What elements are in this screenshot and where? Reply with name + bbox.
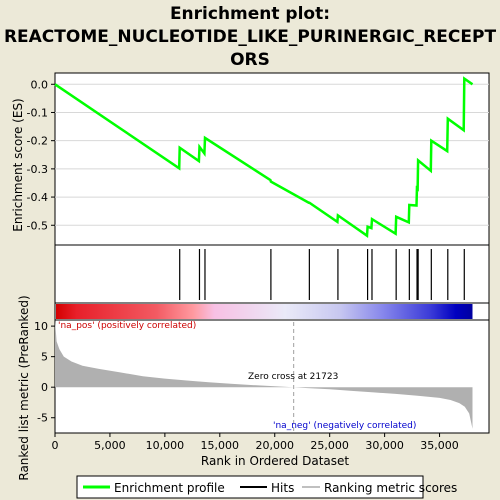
es-y-tick-label: -0.1 xyxy=(27,106,48,119)
x-axis-label: Rank in Ordered Dataset xyxy=(201,454,349,468)
x-tick-label: 30,000 xyxy=(365,439,404,452)
x-tick-label: 10,000 xyxy=(146,439,185,452)
x-tick-label: 15,000 xyxy=(201,439,240,452)
chart-title-line-1: Enrichment plot: xyxy=(170,4,330,24)
metric-y-axis-label: Ranked list metric (PreRanked) xyxy=(17,295,31,480)
chart-title-line-3: ORS xyxy=(230,50,270,70)
es-panel xyxy=(54,72,490,246)
metric-y-tick-label: 5 xyxy=(41,351,48,364)
zero-cross-label: Zero cross at 21723 xyxy=(248,372,338,382)
legend-enrichment-label: Enrichment profile xyxy=(114,481,225,495)
metric-y-tick-label: 0 xyxy=(41,381,48,394)
es-y-tick-label: -0.3 xyxy=(27,163,48,176)
es-y-ticks: 0.0 -0.1 -0.2 -0.3 -0.4 -0.5 xyxy=(27,78,55,232)
legend-metric-label: Ranking metric scores xyxy=(324,481,457,495)
es-y-axis-label: Enrichment score (ES) xyxy=(11,98,25,231)
es-gridlines xyxy=(55,83,489,226)
es-y-tick-label: -0.2 xyxy=(27,135,48,148)
es-y-tick-label: -0.4 xyxy=(27,191,48,204)
x-tick-label: 20,000 xyxy=(255,439,294,452)
hits-panel xyxy=(54,244,490,304)
x-tick-label: 5,000 xyxy=(94,439,126,452)
es-y-tick-label: 0.0 xyxy=(31,78,49,91)
legend-hits-label: Hits xyxy=(271,481,294,495)
rank-heat-bar xyxy=(56,304,473,319)
x-tick-label: 35,000 xyxy=(420,439,459,452)
metric-y-tick-label: 10 xyxy=(34,320,48,333)
x-tick-label: 0 xyxy=(52,439,59,452)
positive-correlation-label: 'na_pos' (positively correlated) xyxy=(58,321,196,331)
negative-correlation-label: 'na_neg' (negatively correlated) xyxy=(273,421,416,431)
enrichment-profile-line xyxy=(54,76,474,238)
es-y-tick-label: -0.5 xyxy=(27,219,48,232)
hit-lines xyxy=(179,249,465,300)
x-ticks: 0 5,000 10,000 15,000 20,000 25,000 30,000 35,0… xyxy=(52,433,459,452)
x-tick-label: 25,000 xyxy=(310,439,349,452)
chart-title-line-2: REACTOME_NUCLEOTIDE_LIKE_PURINERGIC_RECE… xyxy=(4,27,497,47)
metric-y-tick-label: -5 xyxy=(37,412,48,425)
metric-y-ticks: 10 5 0 -5 xyxy=(34,320,55,425)
